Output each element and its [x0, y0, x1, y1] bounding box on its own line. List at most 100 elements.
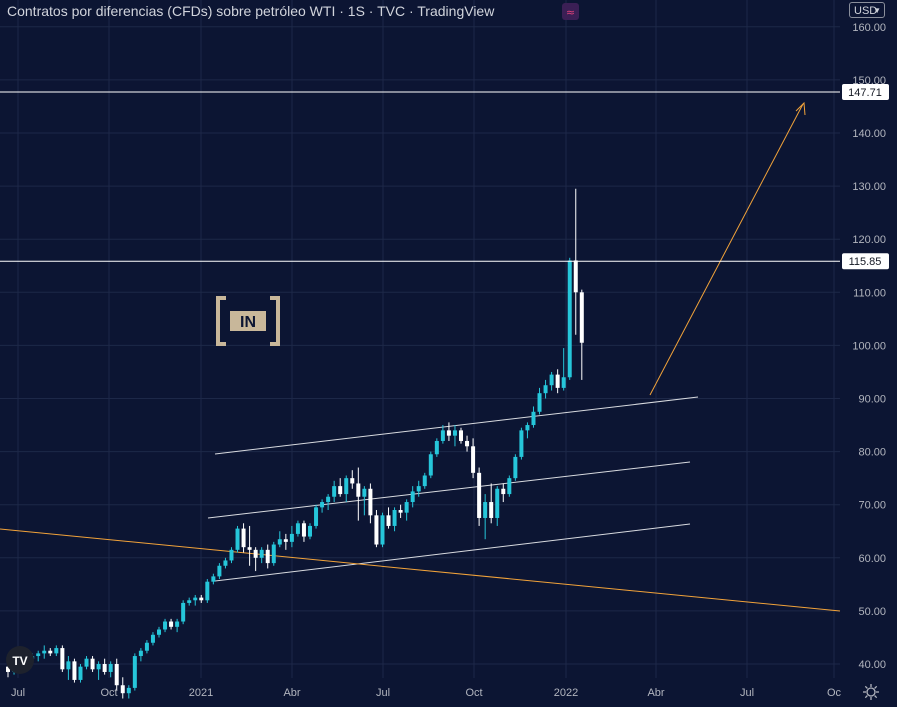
candle[interactable]: [567, 257, 572, 380]
candle[interactable]: [404, 499, 409, 521]
candle[interactable]: [60, 645, 65, 672]
candle[interactable]: [169, 618, 174, 630]
candle[interactable]: [489, 483, 494, 524]
candle[interactable]: [157, 626, 161, 638]
horizontal-levels[interactable]: 147.71 115.85: [0, 84, 889, 270]
candle[interactable]: [132, 653, 137, 691]
candle[interactable]: [579, 289, 584, 380]
candle[interactable]: [175, 618, 180, 633]
candle[interactable]: [253, 547, 258, 572]
candle[interactable]: [471, 438, 476, 479]
candle[interactable]: [368, 483, 373, 524]
candle[interactable]: [537, 387, 542, 415]
candle[interactable]: [150, 632, 155, 646]
channel-middle-line[interactable]: [207, 461, 691, 519]
descending-orange-trendline[interactable]: [0, 528, 841, 612]
candle[interactable]: [531, 406, 536, 428]
candle[interactable]: [477, 467, 482, 526]
candle[interactable]: [36, 650, 41, 662]
candle[interactable]: [549, 371, 554, 391]
price-axis[interactable]: 160.00 150.00 140.00 130.00 120.00 110.00 100.…: [852, 22, 886, 671]
candle[interactable]: [126, 685, 131, 699]
candle[interactable]: [163, 618, 168, 633]
candle[interactable]: [235, 525, 240, 553]
time-axis[interactable]: Jul Oct 2021 Abr Jul Oct 2022 Abr Jul Oc: [11, 687, 842, 699]
candle[interactable]: [187, 597, 192, 606]
candle[interactable]: [495, 486, 500, 526]
candle[interactable]: [374, 510, 379, 548]
candle[interactable]: [247, 525, 252, 566]
candle[interactable]: [229, 547, 234, 564]
candle[interactable]: [96, 661, 101, 680]
candle[interactable]: [392, 507, 397, 532]
candle[interactable]: [525, 422, 530, 439]
candle[interactable]: [277, 531, 282, 548]
candle[interactable]: [205, 579, 210, 603]
candle[interactable]: [513, 454, 518, 481]
candle[interactable]: [380, 512, 385, 548]
candle[interactable]: [398, 504, 403, 518]
candle[interactable]: [314, 504, 319, 529]
candle[interactable]: [501, 483, 506, 503]
candle[interactable]: [350, 470, 355, 489]
candle[interactable]: [326, 494, 331, 511]
channel-lower-line[interactable]: [214, 523, 691, 582]
candle[interactable]: [459, 427, 463, 444]
candle[interactable]: [72, 658, 77, 683]
candle[interactable]: [265, 544, 270, 569]
candle[interactable]: [84, 656, 89, 670]
candle[interactable]: [416, 480, 421, 497]
candle[interactable]: [283, 533, 288, 550]
candle[interactable]: [356, 467, 361, 521]
candle[interactable]: [465, 435, 470, 452]
candle[interactable]: [259, 547, 264, 564]
candle[interactable]: [102, 658, 107, 675]
candle[interactable]: [199, 594, 204, 603]
candle[interactable]: [289, 525, 294, 548]
candle[interactable]: [295, 520, 300, 537]
candle[interactable]: [48, 648, 53, 657]
candle[interactable]: [440, 425, 445, 444]
approx-badge[interactable]: ≈: [562, 3, 579, 20]
currency-selector[interactable]: USD ▼: [849, 2, 885, 18]
candle[interactable]: [114, 658, 119, 691]
candle[interactable]: [338, 478, 343, 497]
settings-gear-icon[interactable]: [860, 682, 882, 702]
candle[interactable]: [410, 486, 415, 508]
candle[interactable]: [573, 188, 578, 335]
candle[interactable]: [138, 648, 143, 662]
candle[interactable]: [519, 427, 524, 460]
candle[interactable]: [434, 438, 439, 457]
candle[interactable]: [452, 425, 457, 447]
candle[interactable]: [241, 523, 246, 553]
candle[interactable]: [66, 656, 71, 680]
candle[interactable]: [332, 480, 337, 503]
tradingview-logo[interactable]: TV: [6, 646, 34, 674]
candle[interactable]: [308, 523, 312, 540]
candle[interactable]: [483, 494, 488, 540]
candle[interactable]: [90, 656, 95, 672]
candle[interactable]: [362, 486, 367, 516]
trend-lines[interactable]: [0, 101, 841, 612]
candle[interactable]: [181, 600, 186, 625]
candle[interactable]: [507, 475, 512, 497]
candle[interactable]: [428, 451, 433, 479]
candle[interactable]: [271, 541, 276, 566]
candle[interactable]: [555, 369, 560, 394]
projection-arrow-line[interactable]: [649, 103, 804, 396]
candle[interactable]: [217, 563, 222, 580]
candle[interactable]: [211, 573, 216, 585]
candle[interactable]: [42, 645, 47, 659]
candle[interactable]: [386, 507, 391, 529]
channel-upper-line[interactable]: [214, 396, 699, 455]
candle[interactable]: [108, 661, 113, 678]
candle[interactable]: [543, 379, 548, 399]
candle[interactable]: [320, 499, 325, 513]
candle[interactable]: [54, 645, 59, 657]
candle[interactable]: [144, 640, 149, 654]
candle[interactable]: [561, 348, 566, 391]
candle[interactable]: [78, 664, 83, 683]
candle[interactable]: [193, 594, 198, 606]
candle[interactable]: [120, 677, 125, 699]
